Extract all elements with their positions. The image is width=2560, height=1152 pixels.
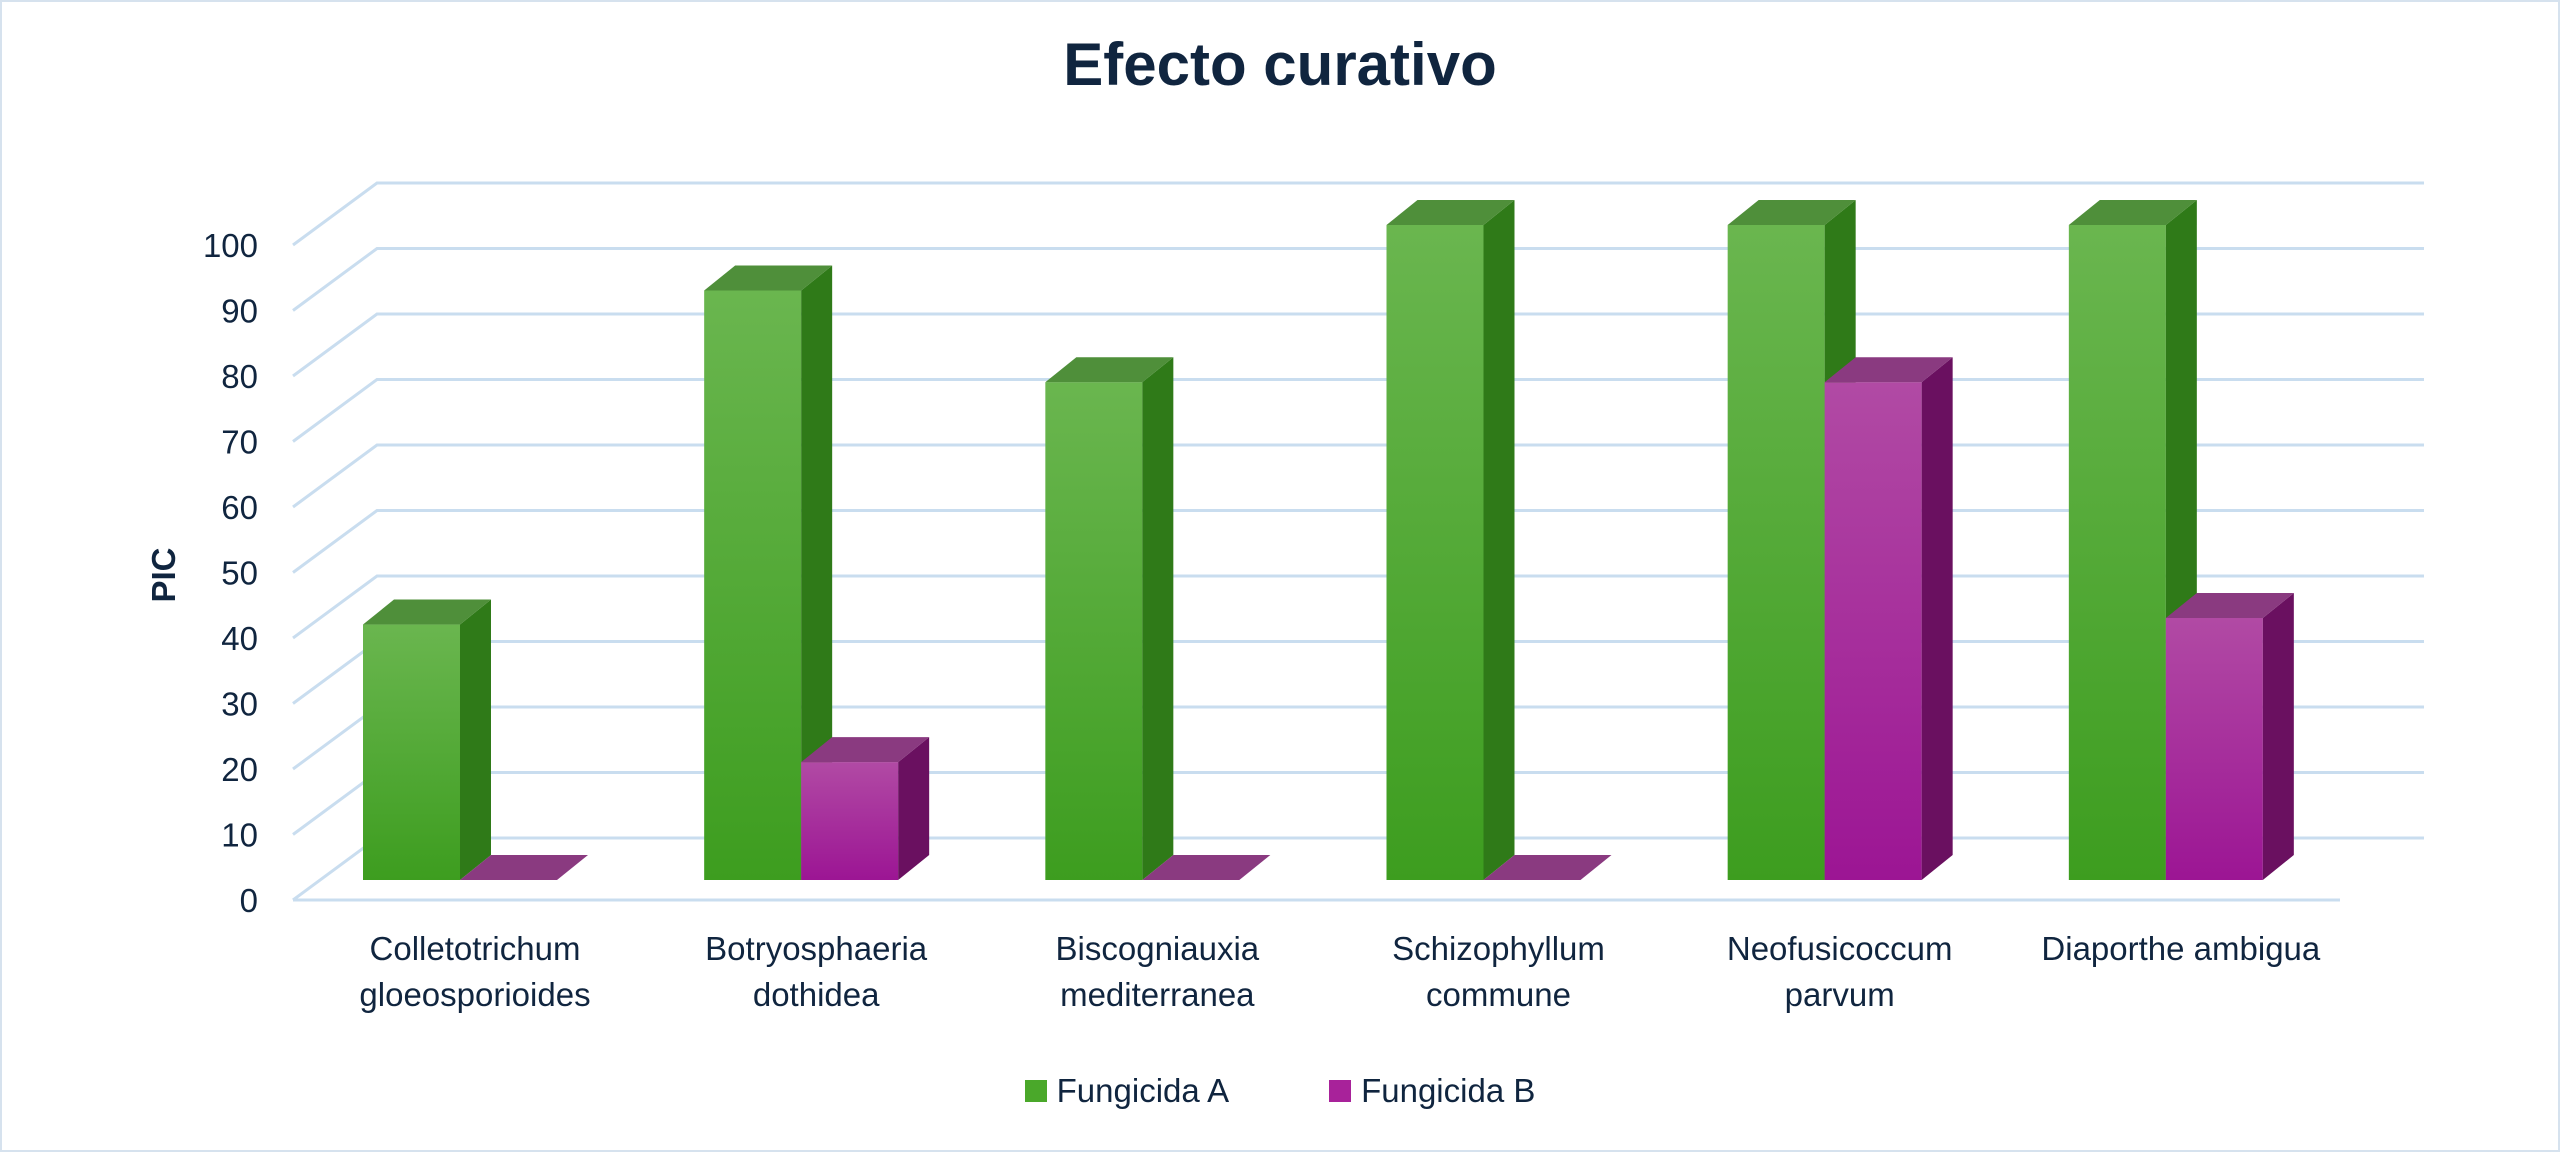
- bar: [801, 737, 930, 880]
- bar-front: [1045, 382, 1143, 880]
- y-tick-label: 50: [221, 555, 258, 592]
- x-tick-label: Colletotrichum gloeosporioides: [359, 930, 590, 1013]
- bar-side: [898, 737, 930, 880]
- bar: [1483, 855, 1612, 880]
- bar-side: [1142, 357, 1174, 880]
- bar-front: [1824, 382, 1922, 880]
- chart-title: Efecto curativo: [1063, 31, 1497, 98]
- x-tick-label: Neofusicoccum parvum: [1727, 930, 1953, 1013]
- legend-label: Fungicida A: [1056, 1072, 1230, 1109]
- y-tick-label: 60: [221, 489, 258, 526]
- x-tick-labels: Colletotrichum gloeosporioides Botryosphae…: [359, 930, 2320, 1013]
- legend-label: Fungicida B: [1361, 1072, 1536, 1109]
- gridline: [292, 181, 2424, 247]
- bar-top: [801, 737, 930, 763]
- y-tick-label: 40: [221, 620, 258, 657]
- x-tick-label-line: Botryosphaeria: [705, 930, 928, 967]
- x-tick-label-line: Diaporthe ambigua: [2041, 930, 2320, 967]
- bar-side: [1921, 357, 1953, 880]
- bar: [1824, 357, 1953, 880]
- y-tick-label: 10: [221, 817, 258, 854]
- y-tick-labels: 0 10 20 30 40 50 60 70 80 90 100: [203, 227, 258, 919]
- x-tick-label-line: gloeosporioides: [359, 976, 590, 1013]
- x-tick-label-line: Neofusicoccum: [1727, 930, 1953, 967]
- bar-front: [704, 290, 802, 880]
- bar-top: [1045, 357, 1174, 383]
- x-tick-label-line: Biscogniauxia: [1056, 930, 1260, 967]
- bar-front: [1727, 225, 1825, 880]
- x-tick-label-line: Colletotrichum: [370, 930, 581, 967]
- legend-item: Fungicida B: [1329, 1072, 1535, 1110]
- y-tick-label: 30: [221, 686, 258, 723]
- bar: [363, 599, 491, 880]
- x-tick-label: Biscogniauxia mediterranea: [1056, 930, 1260, 1013]
- y-tick-label: 100: [203, 227, 258, 264]
- bar-side: [2262, 593, 2294, 880]
- bar-front: [2068, 225, 2166, 880]
- y-tick-label: 90: [221, 293, 258, 330]
- legend-item: Fungicida A: [1024, 1072, 1230, 1110]
- bar: [2165, 593, 2294, 880]
- bar-top: [460, 855, 588, 880]
- bar-front: [1386, 225, 1484, 880]
- bar-front: [801, 762, 899, 880]
- legend: Fungicida A Fungicida B: [0, 1072, 2560, 1110]
- bars: [363, 200, 2294, 880]
- x-tick-label-line: dothidea: [753, 976, 880, 1013]
- bar: [1142, 855, 1271, 880]
- legend-swatch: [1024, 1080, 1047, 1102]
- bar-top: [363, 599, 491, 625]
- y-tick-label: 80: [221, 358, 258, 395]
- legend-swatch: [1329, 1080, 1352, 1102]
- bar-top: [2165, 593, 2294, 618]
- bar-top: [1142, 855, 1271, 880]
- bar-front: [363, 624, 460, 880]
- bar-top: [2068, 200, 2197, 225]
- y-tick-label: 0: [240, 882, 258, 919]
- bar-top: [1386, 200, 1515, 225]
- bar-side: [1483, 200, 1515, 880]
- bar-top: [1824, 357, 1953, 383]
- bar-top: [704, 265, 833, 291]
- bar: [1045, 357, 1174, 880]
- bar-side: [460, 599, 491, 880]
- bar-top: [1483, 855, 1612, 880]
- y-tick-label: 20: [221, 751, 258, 788]
- x-tick-label-line: parvum: [1785, 976, 1895, 1013]
- x-tick-label-line: commune: [1426, 976, 1571, 1013]
- y-tick-label: 70: [221, 424, 258, 461]
- bar-side: [801, 265, 833, 880]
- bar: [460, 855, 588, 880]
- bar-top: [1727, 200, 1856, 225]
- x-tick-label-line: Schizophyllum: [1392, 930, 1605, 967]
- bar: [704, 265, 833, 880]
- x-tick-label: Diaporthe ambigua: [2041, 930, 2320, 967]
- x-tick-label: Botryosphaeria dothidea: [705, 930, 928, 1013]
- y-axis-title: PIC: [145, 547, 182, 602]
- bar: [1386, 200, 1515, 880]
- bar-front: [2165, 618, 2263, 880]
- x-tick-label-line: mediterranea: [1060, 976, 1255, 1013]
- x-tick-label: Schizophyllum commune: [1392, 930, 1605, 1013]
